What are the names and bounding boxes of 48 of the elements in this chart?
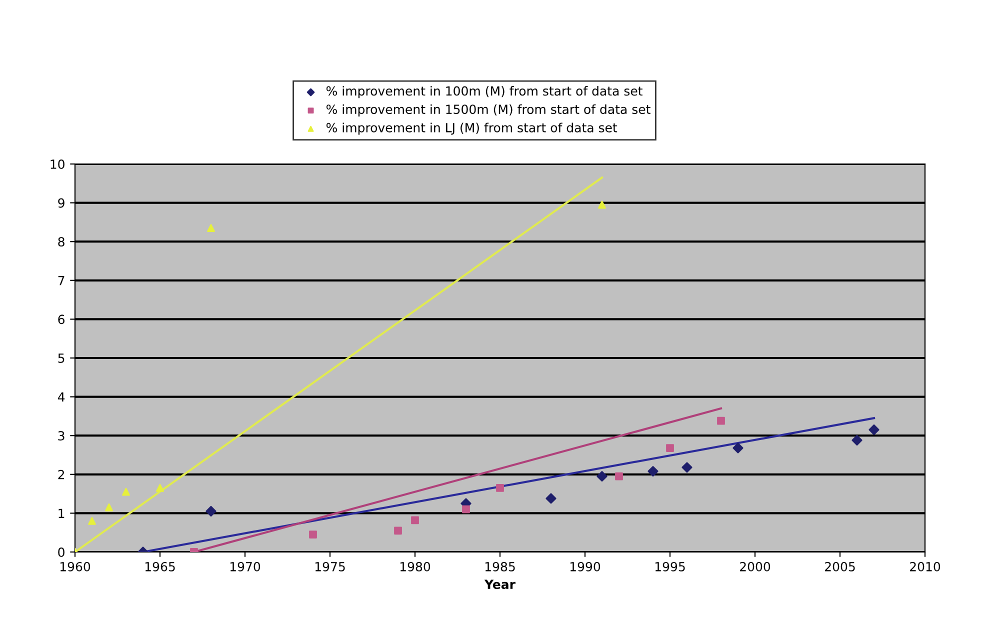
point [88,517,96,525]
legend-label: % improvement in 100m (M) from start of data set [326,86,642,98]
point [394,526,402,535]
x-tick-label: 1980 [400,562,430,572]
y-tick-label: 1 [58,508,64,518]
point [598,200,606,209]
point [732,442,744,454]
point [648,466,658,477]
point [411,516,419,524]
x-axis-title: Year [484,580,516,590]
x-tick-label: 1990 [570,562,600,572]
y-tick-label: 8 [58,237,64,247]
point [309,530,317,538]
point [868,424,880,436]
y-tick-label: 9 [58,198,64,208]
x-tick-label: 2005 [825,562,855,572]
point [122,488,130,496]
y-tick-label: 0 [58,547,64,557]
y-tick-label: 4 [58,392,65,402]
x-tick-label: 1975 [315,562,345,572]
x-tick-label: 1985 [485,562,515,572]
x-tick-label: 1965 [145,562,175,572]
point [546,493,556,504]
point [207,224,215,232]
y-tick-label: 7 [58,276,64,286]
legend-label: % improvement in 1500m (M) from start of data set [326,104,650,116]
point [206,506,216,517]
point [496,484,504,492]
x-tick-label: 1970 [230,562,260,572]
y-tick-label: 3 [58,431,64,441]
point [156,484,164,492]
point [666,444,674,452]
x-tick-label: 2000 [740,562,770,572]
y-tick-label: 6 [58,314,64,324]
point [596,471,608,482]
point [105,503,113,512]
point [682,462,692,473]
legend-label: % improvement in LJ (M) from start of data set [326,122,618,135]
x-tick-label: 1960 [60,562,90,572]
y-tick-label: 10 [50,159,64,169]
point [852,434,862,446]
point [717,416,725,425]
x-tick-label: 1995 [655,562,685,572]
y-tick-label: 5 [58,354,64,363]
point [615,472,623,480]
point [462,505,470,514]
x-tick-label: 2010 [910,562,940,572]
y-tick-label: 2 [58,470,64,480]
